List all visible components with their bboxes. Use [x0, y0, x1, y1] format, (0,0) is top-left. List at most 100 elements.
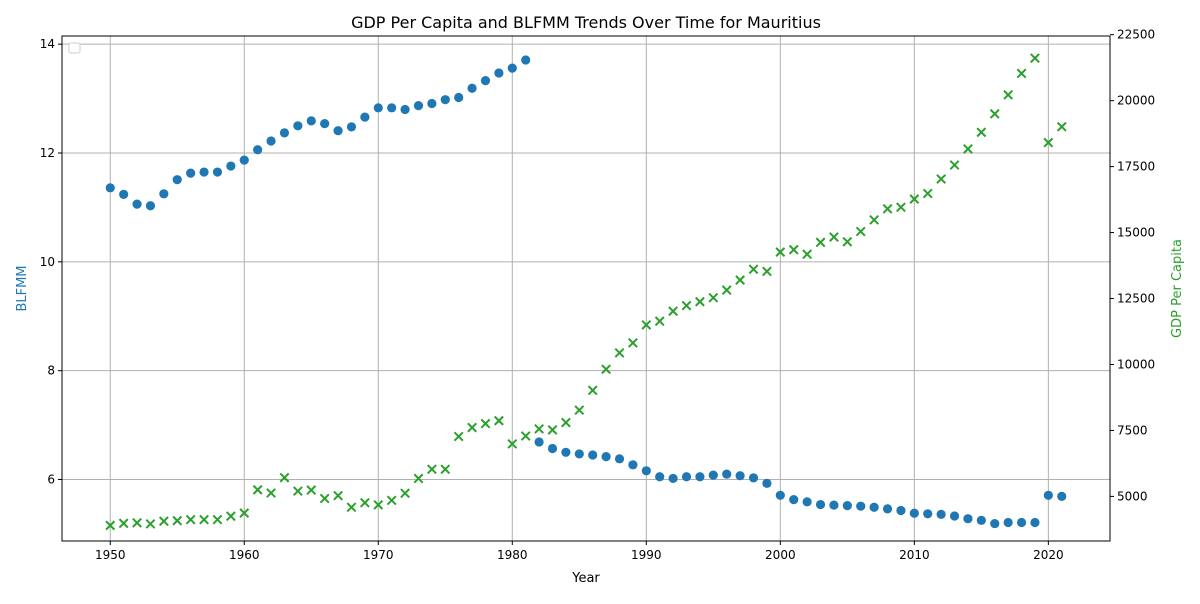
left-y-tick-label: 6: [47, 473, 55, 487]
gdp-point: [212, 514, 223, 525]
gdp-point: [359, 497, 370, 508]
gdp-point: [1043, 137, 1054, 148]
gdp-point: [440, 464, 451, 475]
gdp-point: [587, 385, 598, 396]
gdp-point: [560, 417, 571, 428]
blfmm-point: [655, 472, 665, 482]
right-y-tick-label: 17500: [1117, 160, 1155, 174]
blfmm-point: [588, 450, 598, 460]
blfmm-point: [976, 515, 986, 525]
gdp-point: [199, 514, 209, 525]
gdp-point: [976, 127, 987, 138]
gdp-point: [1003, 89, 1014, 100]
blfmm-point: [547, 443, 558, 454]
blfmm-point: [172, 175, 182, 185]
gdp-point: [762, 266, 772, 277]
x-axis-ticks: 1950 1960 1970 1980 1990 2000 2010 2020: [95, 541, 1064, 562]
gdp-point: [386, 495, 397, 506]
gdp-point: [1030, 53, 1040, 64]
blfmm-point: [1016, 517, 1027, 528]
x-tick-label: 2010: [899, 548, 930, 562]
blfmm-point: [132, 199, 142, 209]
blfmm-point: [480, 76, 491, 86]
blfmm-point: [628, 460, 638, 470]
gdp-point: [266, 488, 276, 498]
blfmm-point: [212, 167, 223, 177]
blfmm-point: [949, 511, 960, 521]
gdp-point: [574, 405, 585, 416]
left-y-axis-label: BLFMM: [15, 265, 30, 311]
gdp-point: [708, 292, 719, 303]
blfmm-point: [427, 98, 437, 109]
right-y-axis-ticks: 5000 7500 10000 12500 15000 17500 20000 22500: [1110, 28, 1155, 503]
left-y-tick-label: 12: [40, 146, 55, 160]
blfmm-point: [119, 189, 129, 199]
gdp-point: [654, 316, 665, 327]
gdp-point: [413, 473, 424, 484]
gdp-point: [788, 244, 799, 255]
gdp-point: [185, 514, 196, 525]
blfmm-point: [748, 473, 759, 483]
blfmm-point: [963, 514, 973, 524]
blfmm-point: [561, 447, 571, 457]
gdp-point: [252, 484, 263, 495]
gdp-point: [721, 285, 732, 295]
x-tick-label: 1990: [631, 548, 662, 562]
right-y-tick-label: 5000: [1117, 489, 1148, 503]
gdp-point: [882, 203, 893, 214]
gdp-point: [400, 488, 410, 499]
gdp-point: [105, 520, 116, 531]
blfmm-point: [614, 454, 625, 464]
gdp-point: [279, 472, 290, 483]
gdp-point: [601, 364, 612, 375]
blfmm-point: [226, 161, 236, 171]
gdp-point: [547, 425, 558, 435]
x-axis-label: Year: [571, 571, 600, 586]
gdp-point: [480, 418, 491, 429]
left-y-tick-label: 14: [40, 37, 55, 51]
blfmm-point: [882, 504, 893, 514]
x-tick-label: 1950: [95, 548, 126, 562]
gdp-point: [333, 490, 343, 501]
blfmm-point: [387, 103, 397, 113]
gdp-point: [292, 486, 303, 497]
blfmm-point: [293, 121, 303, 131]
right-y-tick-label: 22500: [1117, 28, 1155, 42]
gdp-point: [735, 275, 746, 285]
gdp-point: [225, 511, 236, 522]
gdp-point: [453, 431, 464, 442]
blfmm-point: [253, 145, 263, 155]
left-y-tick-label: 8: [47, 364, 55, 378]
grid: [62, 36, 1110, 541]
blfmm-point: [802, 497, 812, 507]
blfmm-point: [896, 505, 906, 516]
gdp-point: [963, 144, 973, 154]
right-y-tick-label: 20000: [1117, 94, 1155, 108]
gdp-point: [467, 422, 477, 433]
gdp-point: [842, 236, 853, 247]
x-tick-label: 1970: [363, 548, 394, 562]
left-y-axis-ticks: 6 8 10 12 14: [40, 37, 62, 487]
gdp-point: [775, 247, 786, 257]
blfmm-point: [333, 126, 343, 136]
right-y-tick-label: 10000: [1117, 357, 1155, 371]
blfmm-point: [1030, 517, 1040, 528]
blfmm-point: [856, 501, 866, 511]
blfmm-point: [990, 518, 1000, 529]
blfmm-series: [105, 55, 1067, 529]
gdp-point: [668, 306, 679, 317]
gdp-point: [869, 214, 880, 225]
blfmm-point: [722, 469, 732, 479]
gdp-point: [802, 249, 813, 260]
gdp-point: [319, 493, 330, 504]
blfmm-point: [440, 95, 450, 105]
blfmm-point: [521, 55, 531, 65]
blfmm-point: [735, 471, 745, 481]
blfmm-point: [186, 168, 196, 178]
blfmm-point: [159, 189, 169, 199]
gdp-point: [426, 464, 437, 475]
blfmm-point: [373, 103, 383, 113]
gdp-point: [989, 108, 1000, 119]
blfmm-point: [762, 478, 772, 488]
